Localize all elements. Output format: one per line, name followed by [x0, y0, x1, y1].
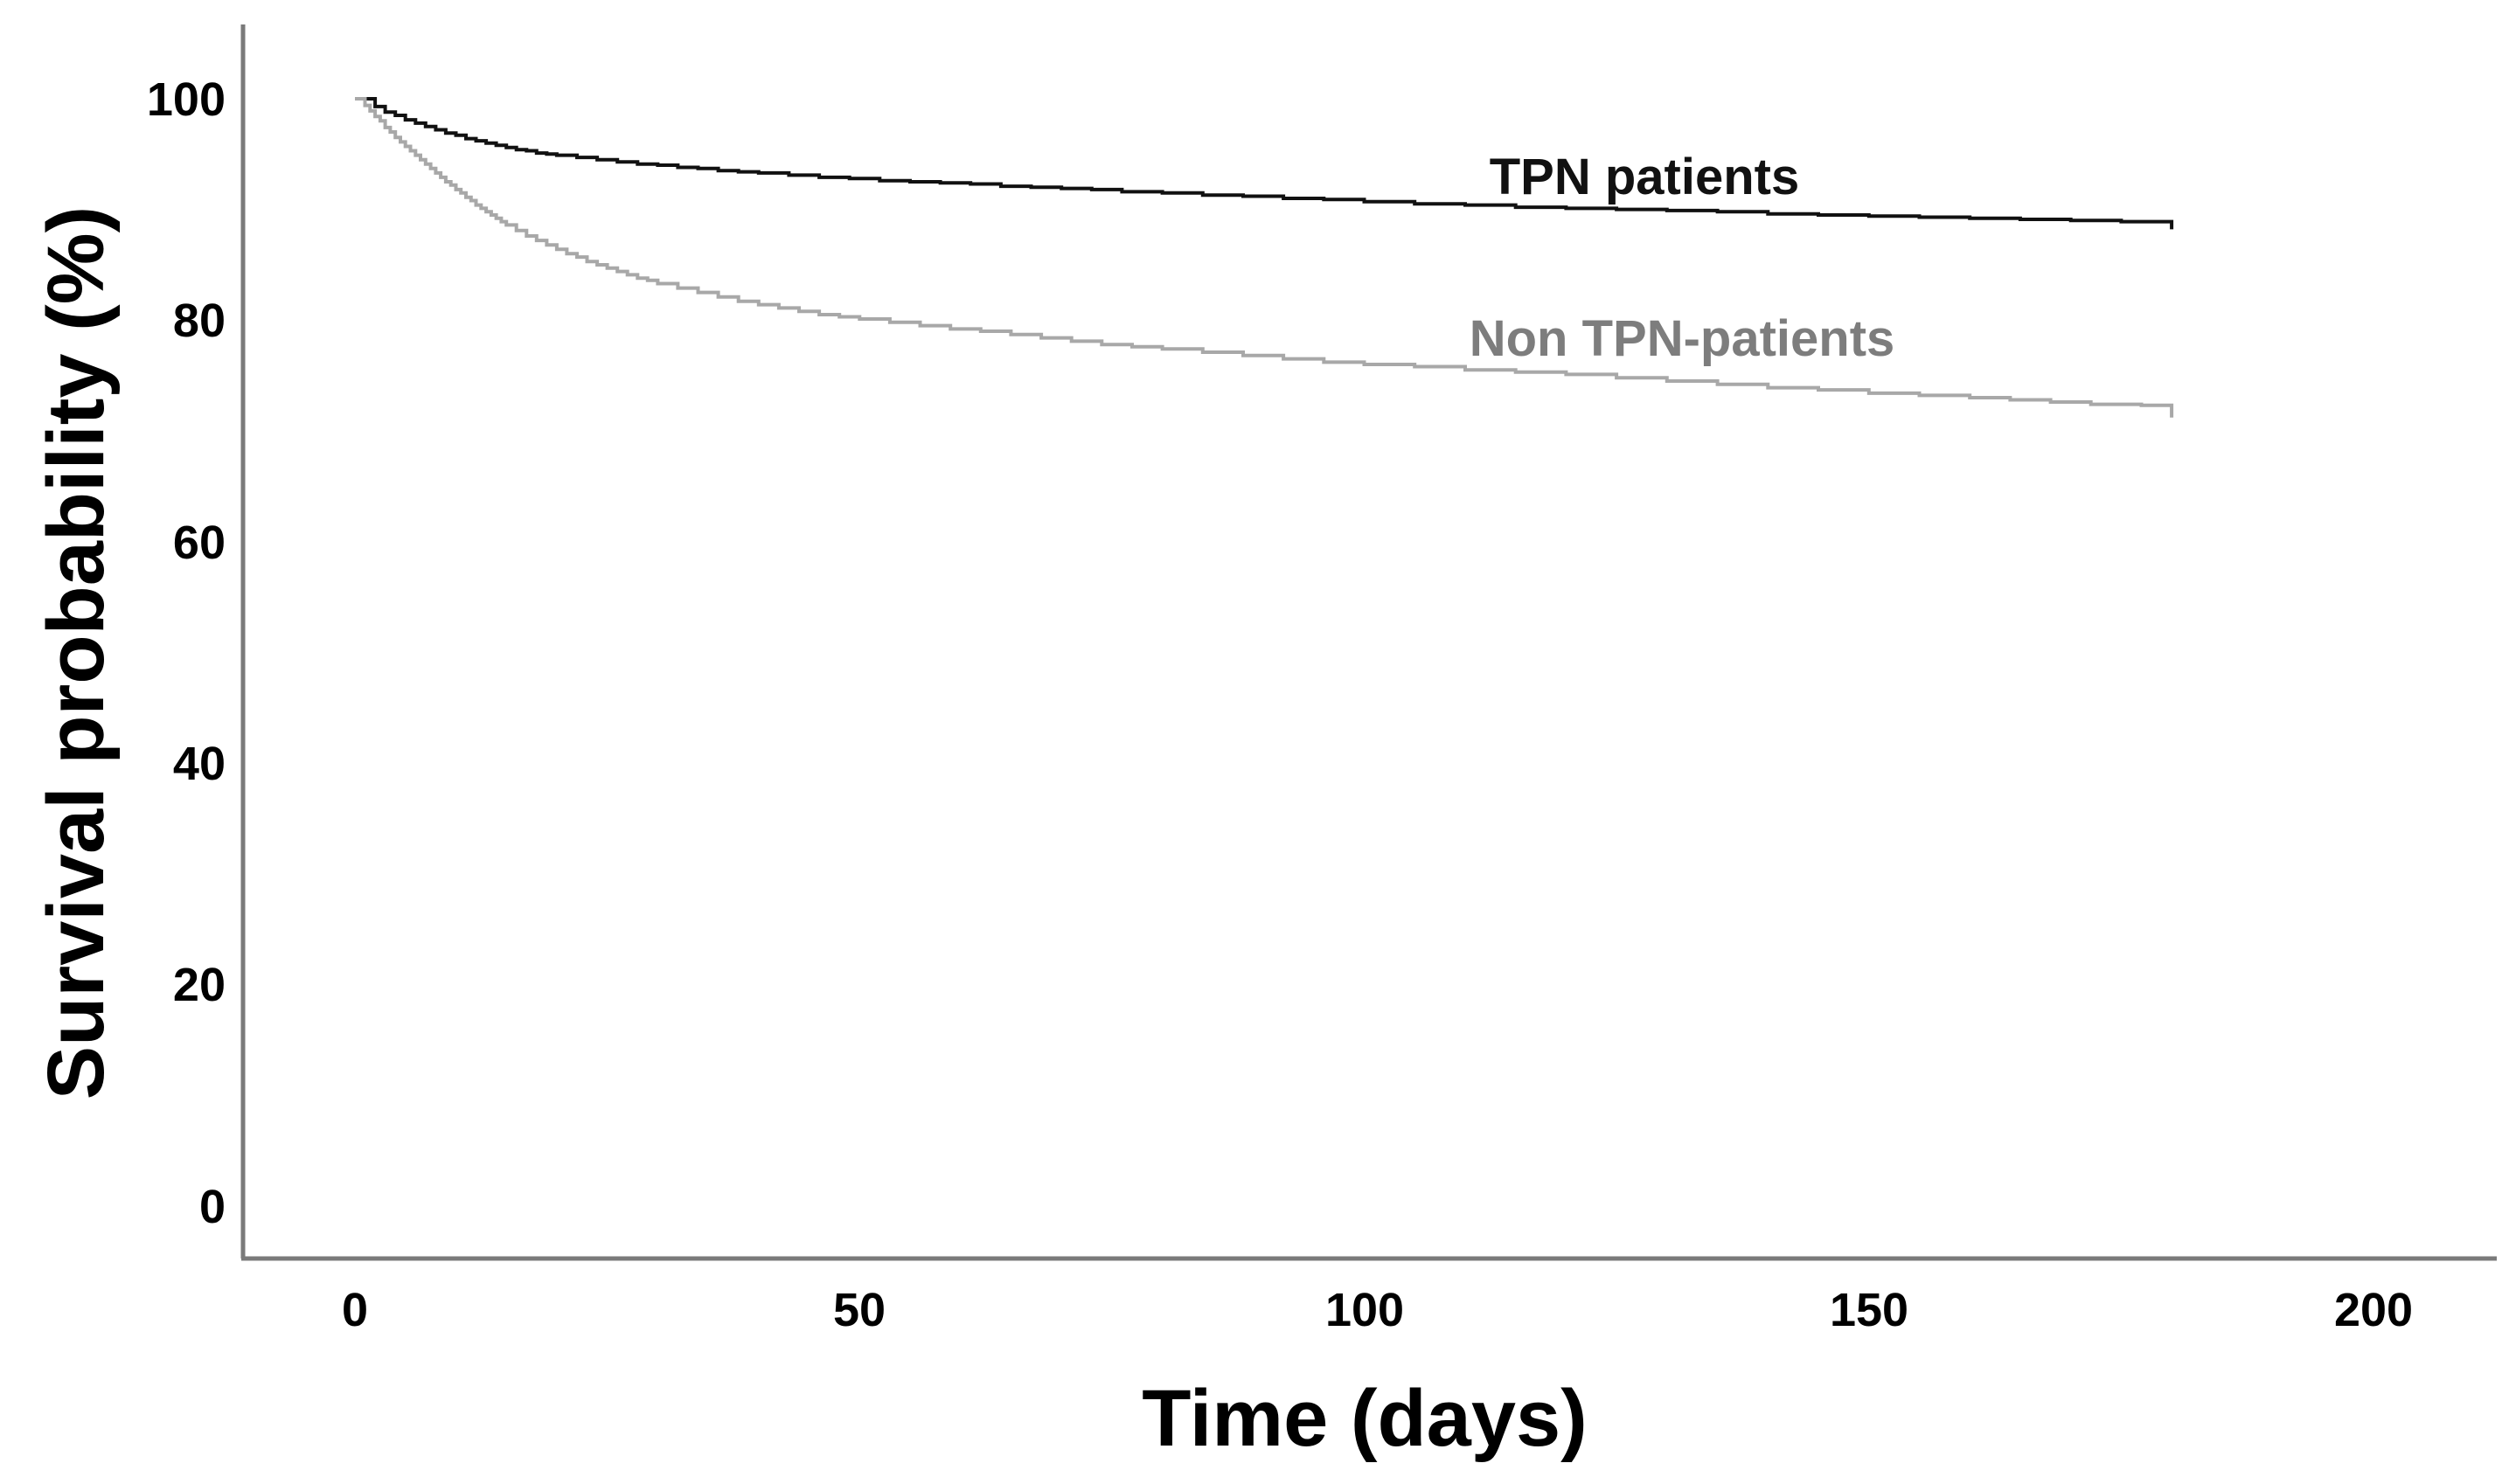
non-tpn-patients-curve	[355, 97, 2174, 418]
y-tick-label: 40	[173, 738, 226, 790]
x-tick-label: 50	[833, 1284, 886, 1336]
tpn-patients-curve	[355, 97, 2174, 230]
x-tick-label: 200	[2334, 1284, 2413, 1336]
y-tick-label: 20	[173, 959, 226, 1011]
x-tick-label: 150	[1830, 1284, 1908, 1336]
tpn-patients-series-label: TPN patients	[1490, 149, 1800, 205]
y-tick-label: 60	[173, 517, 226, 569]
x-axis-tick-labels: 0 50 100 150 200	[342, 1284, 2413, 1336]
x-axis-title: Time (days)	[1142, 1374, 1588, 1463]
y-axis-tick-labels: 100 80 60 40 20 0	[147, 73, 226, 1233]
y-tick-label: 0	[199, 1181, 226, 1233]
x-tick-label: 0	[342, 1284, 368, 1336]
x-tick-label: 100	[1325, 1284, 1404, 1336]
y-tick-label: 80	[173, 295, 226, 347]
y-axis-title: Survival probability (%)	[31, 206, 121, 1099]
y-tick-label: 100	[147, 73, 226, 126]
non-tpn-patients-series-label: Non TPN-patients	[1470, 310, 1895, 367]
